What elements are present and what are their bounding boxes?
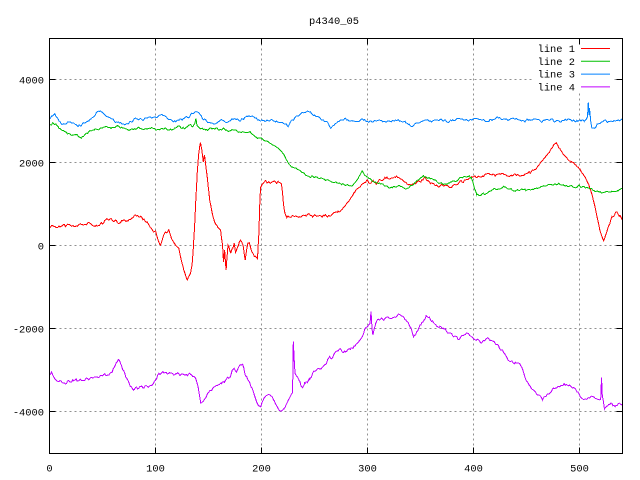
svg-text:-4000: -4000 bbox=[13, 408, 44, 420]
svg-text:2000: 2000 bbox=[19, 159, 44, 171]
svg-text:300: 300 bbox=[358, 464, 377, 476]
svg-text:0: 0 bbox=[38, 242, 44, 254]
svg-text:line 4: line 4 bbox=[538, 82, 575, 94]
svg-text:line 3: line 3 bbox=[538, 70, 575, 82]
svg-text:0: 0 bbox=[46, 464, 52, 476]
svg-text:200: 200 bbox=[252, 464, 271, 476]
svg-text:line 1: line 1 bbox=[538, 44, 575, 56]
svg-text:-2000: -2000 bbox=[13, 325, 44, 337]
svg-text:p4340_05: p4340_05 bbox=[309, 16, 359, 28]
svg-text:500: 500 bbox=[570, 464, 589, 476]
svg-text:100: 100 bbox=[146, 464, 165, 476]
svg-text:line 2: line 2 bbox=[538, 57, 575, 69]
svg-text:4000: 4000 bbox=[19, 76, 44, 88]
svg-text:400: 400 bbox=[464, 464, 483, 476]
